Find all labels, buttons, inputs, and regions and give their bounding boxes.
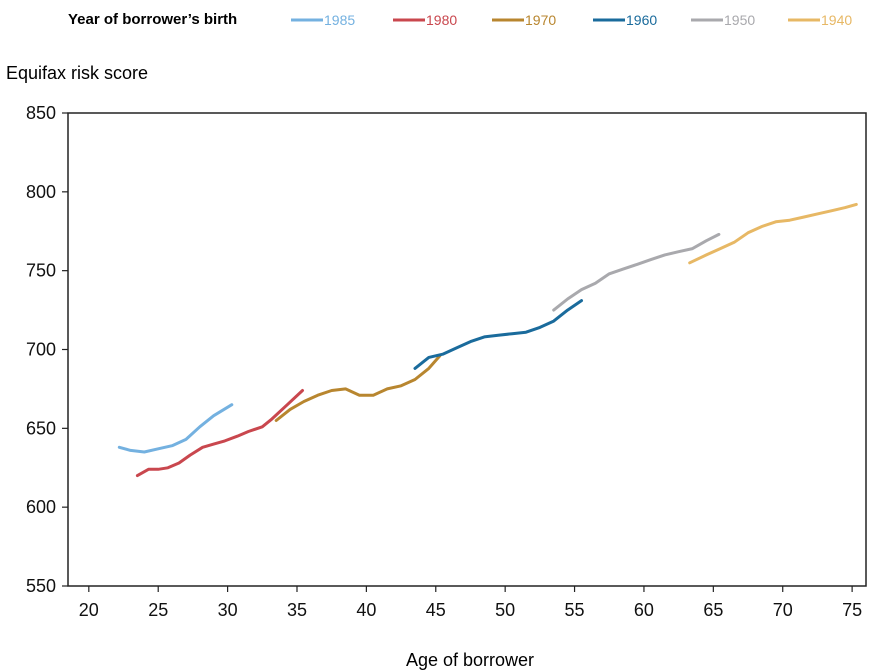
series-line-1970: [274, 354, 442, 422]
y-tick-label: 650: [26, 418, 56, 438]
x-tick-label: 20: [79, 600, 99, 620]
plot-frame: [67, 112, 867, 587]
series-line-1980: [135, 389, 304, 478]
x-tick-label: 75: [842, 600, 862, 620]
legend-label-1970: 1970: [525, 12, 556, 28]
legend-label-1950: 1950: [724, 12, 755, 28]
x-tick-label: 70: [773, 600, 793, 620]
series-line-1940: [688, 202, 858, 265]
legend-label-1985: 1985: [324, 12, 355, 28]
series-line-1985: [117, 403, 234, 454]
y-tick-label: 700: [26, 340, 56, 360]
y-tick-label: 600: [26, 497, 56, 517]
y-tick-label: 750: [26, 261, 56, 281]
x-axis-label: Age of borrower: [406, 650, 534, 670]
y-tick-label: 850: [26, 103, 56, 123]
x-tick-label: 25: [148, 600, 168, 620]
legend-title: Year of borrower’s birth: [68, 11, 237, 28]
series-line-1960: [413, 299, 583, 370]
series-group: [117, 202, 858, 478]
x-tick-label: 35: [287, 600, 307, 620]
series-line-1950: [552, 232, 721, 312]
x-axis: 20 25 30 35 40 45 50 55 60 65 70 75: [79, 586, 862, 620]
y-axis: 550 600 650 700 750 800 850: [26, 103, 68, 596]
x-tick-label: 30: [218, 600, 238, 620]
x-tick-label: 55: [565, 600, 585, 620]
y-tick-label: 550: [26, 576, 56, 596]
legend-label-1940: 1940: [821, 12, 852, 28]
x-tick-label: 60: [634, 600, 654, 620]
y-tick-label: 800: [26, 182, 56, 202]
x-tick-label: 50: [495, 600, 515, 620]
legend: 1985 1980 1970 1960 1950 1940: [291, 12, 852, 28]
x-tick-label: 45: [426, 600, 446, 620]
legend-label-1960: 1960: [626, 12, 657, 28]
x-tick-label: 65: [703, 600, 723, 620]
legend-label-1980: 1980: [426, 12, 457, 28]
y-axis-label: Equifax risk score: [6, 63, 148, 83]
x-tick-label: 40: [356, 600, 376, 620]
